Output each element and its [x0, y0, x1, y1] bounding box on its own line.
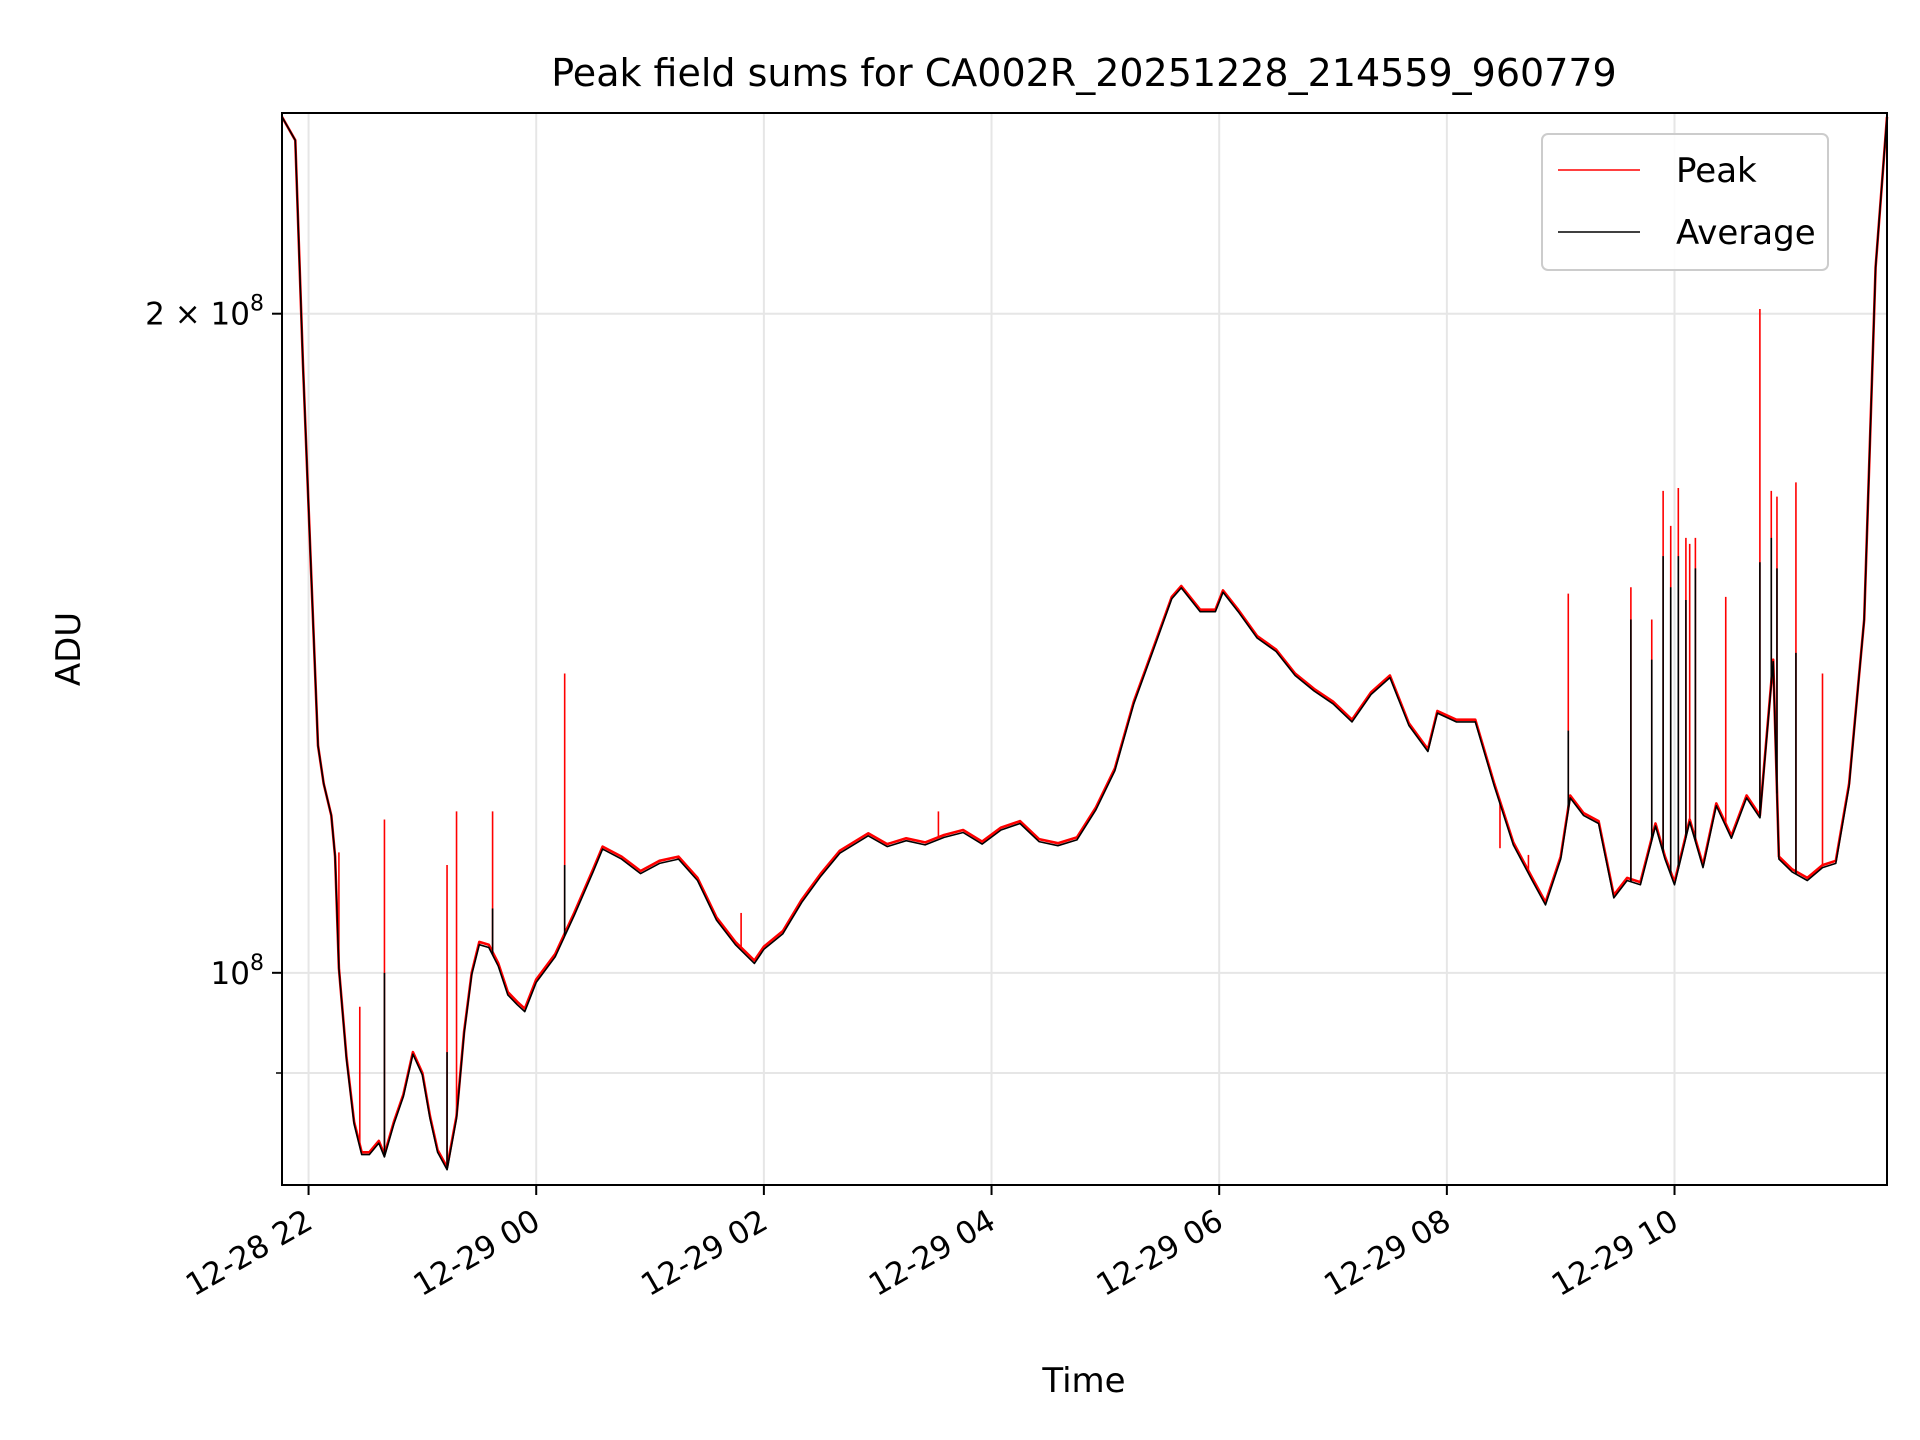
legend: Peak Average: [1541, 133, 1829, 271]
x-axis-label: Time: [1041, 1361, 1125, 1401]
grid: [282, 113, 1887, 1185]
y-tick-label: 108: [211, 951, 264, 992]
legend-label-peak: Peak: [1676, 151, 1757, 191]
legend-label-average: Average: [1676, 213, 1816, 253]
chart-title: Peak field sums for CA002R_20251228_2145…: [551, 51, 1616, 95]
y-tick-label: 2 × 108: [145, 292, 264, 333]
plot-frame: [281, 112, 1888, 1186]
y-axis-label: ADU: [49, 612, 89, 686]
series-layer: [280, 116, 1889, 1171]
series-line-average: [281, 116, 1888, 1171]
y-axis: 108 2 × 108: [145, 292, 282, 1074]
legend-box: [1541, 133, 1829, 271]
